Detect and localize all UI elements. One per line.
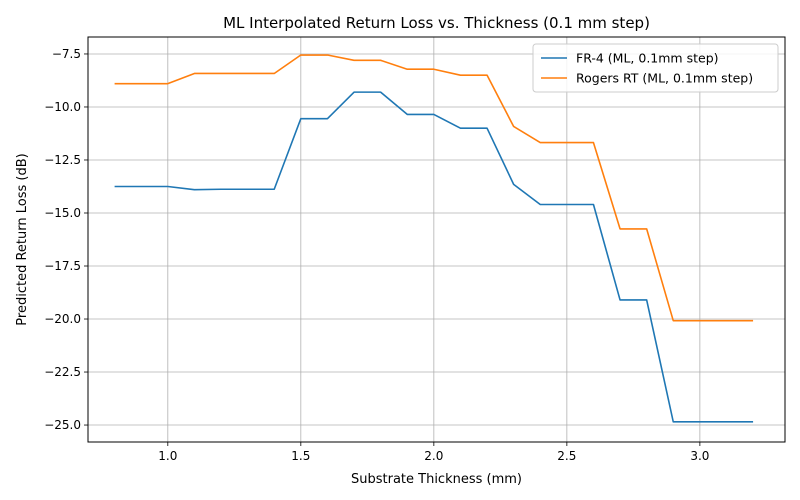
y-axis-label: Predicted Return Loss (dB) <box>15 153 30 325</box>
y-tick-label: −12.5 <box>44 153 81 167</box>
legend-label-fr4: FR-4 (ML, 0.1mm step) <box>576 51 719 66</box>
y-tick-label: −20.0 <box>44 312 81 326</box>
chart-title: ML Interpolated Return Loss vs. Thicknes… <box>223 14 650 32</box>
x-axis-label: Substrate Thickness (mm) <box>351 472 522 487</box>
x-tick-label: 1.5 <box>291 449 310 463</box>
x-tick-label: 3.0 <box>690 449 709 463</box>
legend: FR-4 (ML, 0.1mm step) Rogers RT (ML, 0.1… <box>532 43 779 93</box>
y-tick-label: −10.0 <box>44 100 81 114</box>
x-tick-label: 2.5 <box>557 449 576 463</box>
x-tick-label: 2.0 <box>424 449 443 463</box>
x-axis-ticks: 1.0 1.5 2.0 2.5 3.0 <box>158 442 709 463</box>
y-axis-ticks: −7.5 −10.0 −12.5 −15.0 −17.5 −20.0 −22.5 −25.0 <box>44 47 88 432</box>
series-line-rogers <box>114 54 754 322</box>
y-tick-label: −22.5 <box>44 365 81 379</box>
legend-box <box>532 43 779 93</box>
series-line-fr4 <box>114 91 754 423</box>
series-layer <box>114 54 754 423</box>
y-tick-label: −25.0 <box>44 418 81 432</box>
y-tick-label: −7.5 <box>52 47 81 61</box>
x-tick-label: 1.0 <box>158 449 177 463</box>
legend-label-rogers: Rogers RT (ML, 0.1mm step) <box>576 71 753 86</box>
y-tick-label: −15.0 <box>44 206 81 220</box>
grid <box>88 37 785 442</box>
y-tick-label: −17.5 <box>44 259 81 273</box>
plot-frame <box>87 36 786 443</box>
